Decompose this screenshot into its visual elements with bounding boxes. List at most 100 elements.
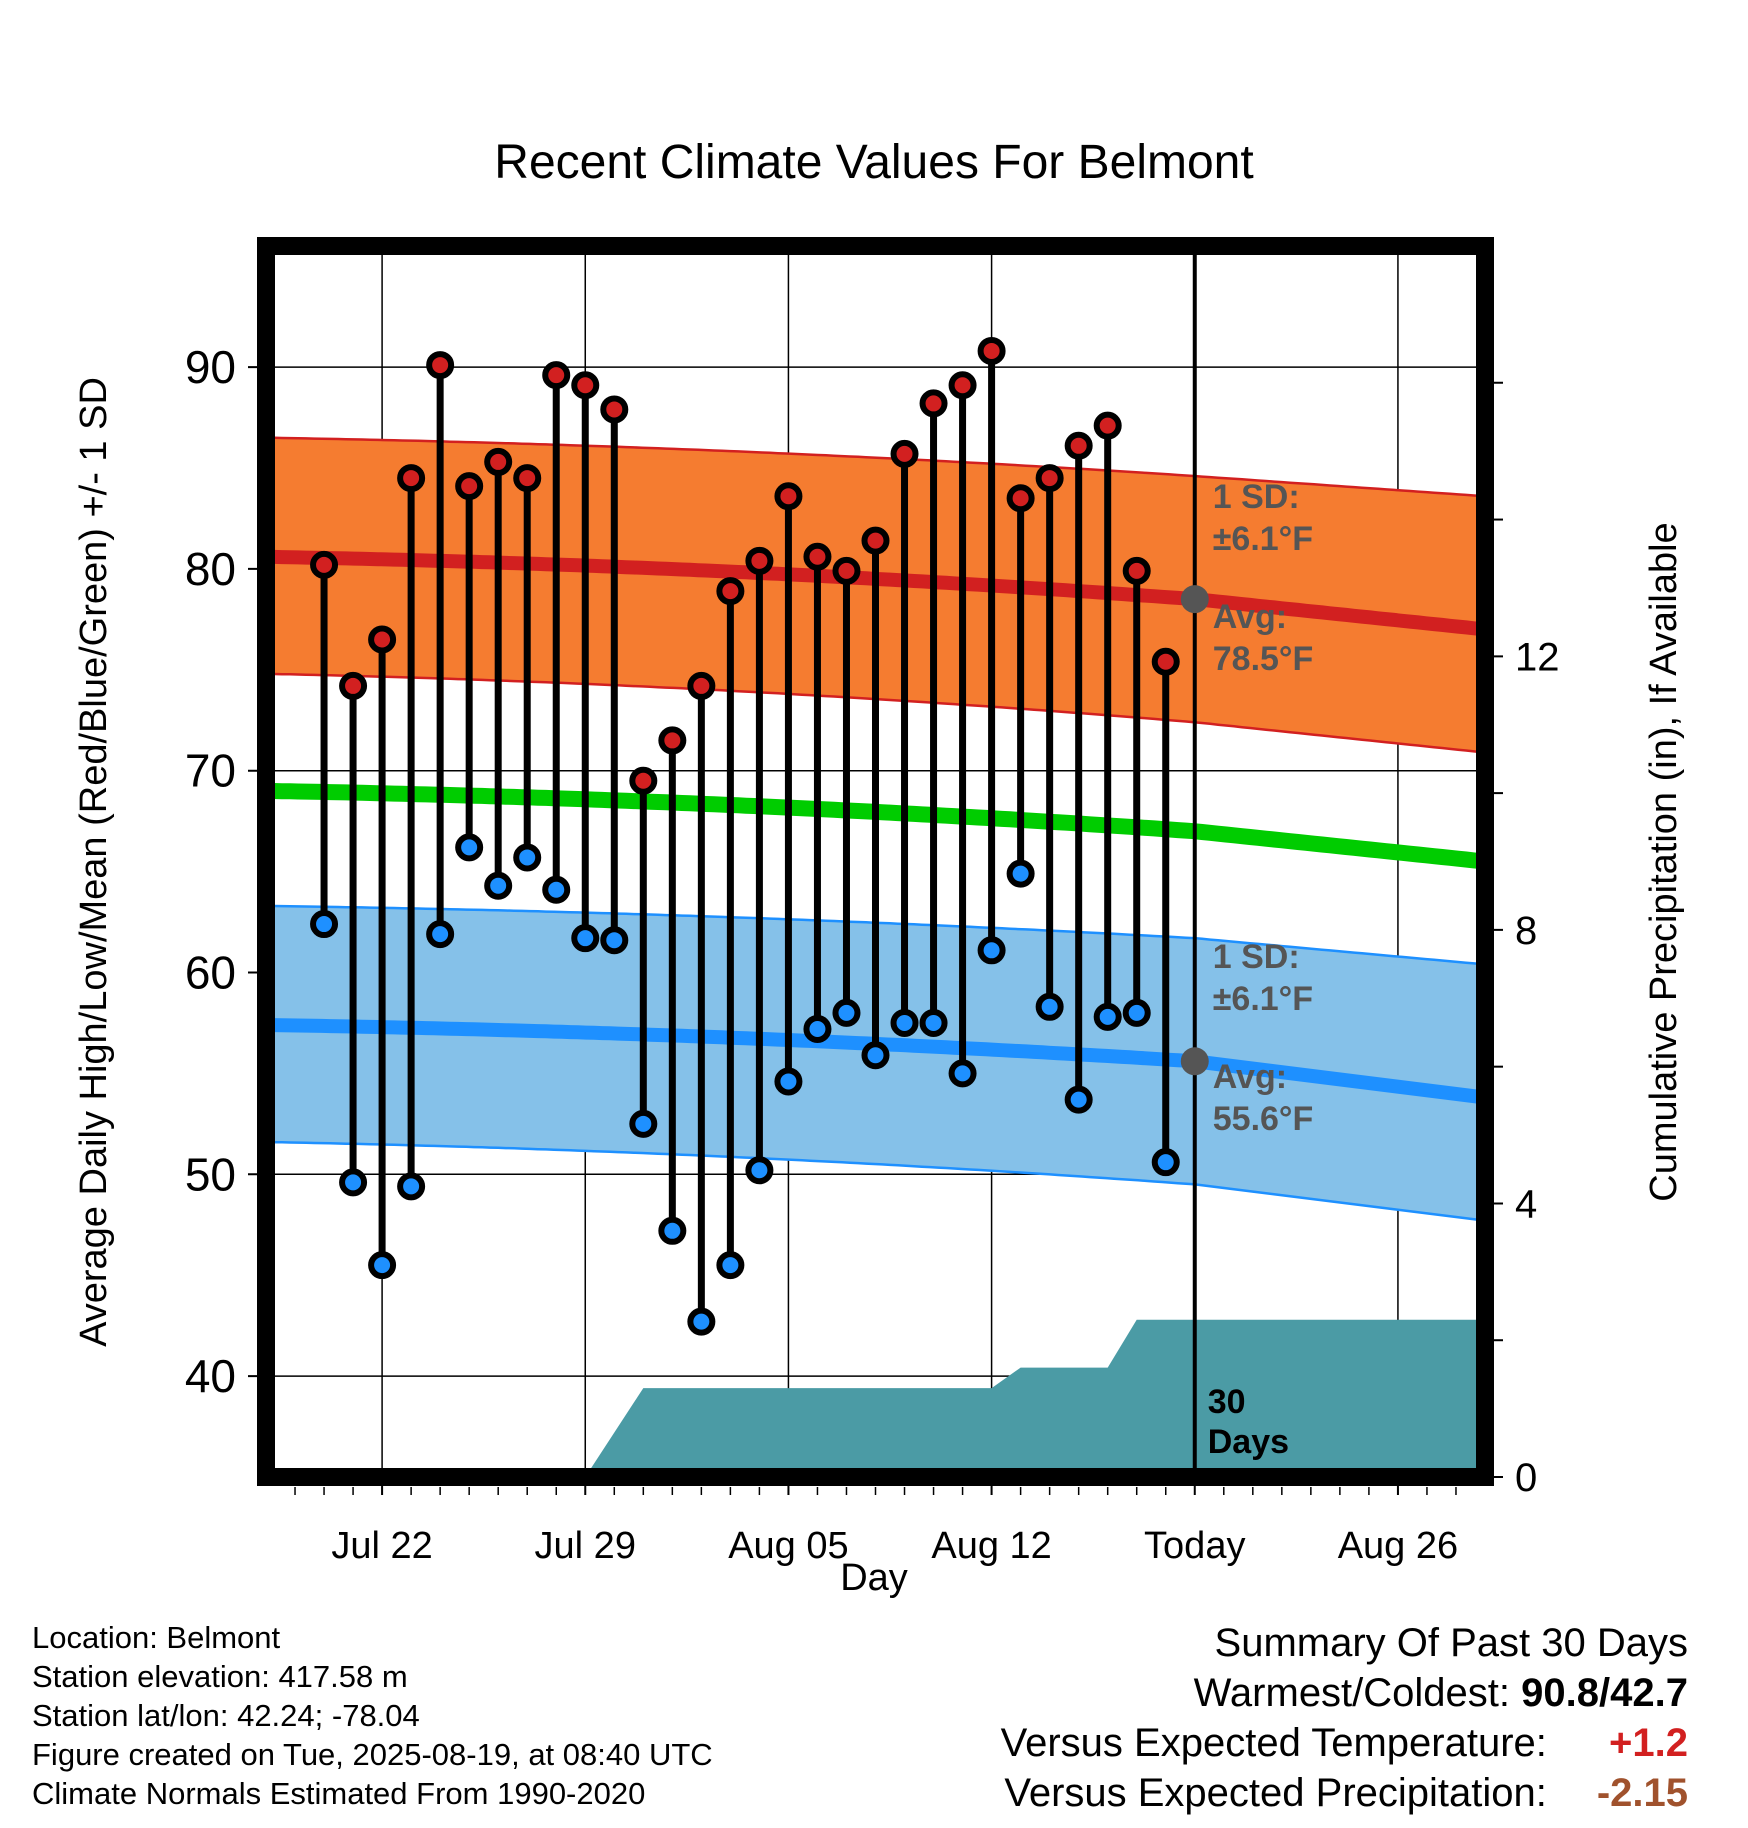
- y-left-tick-label: 70: [185, 745, 236, 797]
- low-point: [832, 998, 861, 1027]
- low-point: [455, 833, 484, 862]
- low-point: [629, 1109, 658, 1138]
- high-sd-upper-line: [265, 436, 1486, 498]
- high-point: [339, 671, 368, 700]
- window-number: 30: [1208, 1383, 1246, 1421]
- summary-temperature: Versus Expected Temperature: +1.2: [1001, 1718, 1688, 1768]
- y-left-tick-label: 50: [185, 1148, 236, 1200]
- low-point: [948, 1059, 977, 1088]
- precip-area: [585, 1319, 1485, 1477]
- low-point: [484, 871, 513, 900]
- today-high-avg-marker: [1180, 585, 1209, 614]
- elevation-text: Station elevation: 417.58 m: [32, 1659, 408, 1694]
- x-tick-label: Aug 12: [931, 1525, 1051, 1567]
- y-left-tick-label: 60: [185, 946, 236, 998]
- low-point: [919, 1008, 948, 1037]
- low-point: [1093, 1002, 1122, 1031]
- high-point: [803, 542, 832, 571]
- high-point: [1006, 484, 1035, 513]
- high-point: [542, 361, 571, 390]
- low-point: [513, 843, 542, 872]
- high-point: [629, 766, 658, 795]
- high-point: [571, 371, 600, 400]
- annotations: 1 SD: ±6.1°F Avg: 78.5°F 1 SD: ±6.1°F Avg: 55.6…: [1180, 478, 1314, 1461]
- low-avg-value: 55.6°F: [1213, 1100, 1314, 1138]
- low-point: [745, 1156, 774, 1185]
- y-left-axis-title: Average Daily High/Low/Mean (Red/Blue/Gr…: [73, 377, 115, 1347]
- summary-panel: Summary Of Past 30 Days Warmest/Coldest:…: [1001, 1618, 1688, 1818]
- low-point: [600, 926, 629, 955]
- y-right-axis-title: Cumulative Precipitation (in), If Availa…: [1643, 522, 1685, 1201]
- low-point: [571, 924, 600, 953]
- low-point: [716, 1251, 745, 1280]
- high-point: [310, 550, 339, 579]
- y-left-tick-label: 90: [185, 341, 236, 393]
- low-point: [397, 1172, 426, 1201]
- created-text: Figure created on Tue, 2025-08-19, at 08…: [32, 1737, 713, 1772]
- high-point: [455, 472, 484, 501]
- warmest-value: 90.8: [1521, 1671, 1600, 1715]
- summary-precipitation: Versus Expected Precipitation: -2.15: [1001, 1768, 1688, 1818]
- low-point: [1064, 1085, 1093, 1114]
- high-point: [774, 482, 803, 511]
- low-point: [861, 1041, 890, 1070]
- x-tick-label: Aug 26: [1338, 1525, 1458, 1567]
- low-point: [310, 910, 339, 939]
- x-tick-label: Today: [1144, 1525, 1245, 1567]
- high-sd-label: 1 SD:: [1213, 478, 1300, 516]
- x-tick-label: Jul 22: [331, 1525, 432, 1567]
- low-point: [542, 875, 571, 904]
- low-avg-label: Avg:: [1213, 1058, 1287, 1096]
- low-point: [687, 1307, 716, 1336]
- low-point: [1006, 859, 1035, 888]
- high-point: [1035, 464, 1064, 493]
- location-text: Location: Belmont: [32, 1620, 281, 1655]
- high-avg-label: Avg:: [1213, 598, 1287, 636]
- high-point: [368, 625, 397, 654]
- low-point: [339, 1168, 368, 1197]
- x-axis-title: Day: [840, 1557, 908, 1599]
- y-right-tick-label: 0: [1515, 1456, 1537, 1500]
- high-point: [397, 464, 426, 493]
- chart-title: Recent Climate Values For Belmont: [494, 136, 1253, 189]
- high-point: [1122, 556, 1151, 585]
- low-point: [774, 1067, 803, 1096]
- latlon-text: Station lat/lon: 42.24; -78.04: [32, 1698, 420, 1733]
- high-point: [600, 395, 629, 424]
- summary-warmest-coldest: Warmest/Coldest: 90.8/42.7: [1001, 1668, 1688, 1718]
- value-separator: /: [1599, 1671, 1611, 1715]
- daily-range-stems: [320, 350, 1170, 1322]
- warmest-coldest-label: Warmest/Coldest:: [1193, 1671, 1511, 1715]
- precip-value: -2.15: [1596, 1771, 1688, 1815]
- high-sd-value: ±6.1°F: [1213, 520, 1313, 558]
- low-point: [658, 1216, 687, 1245]
- low-sd-label: 1 SD:: [1213, 938, 1300, 976]
- high-point: [948, 371, 977, 400]
- plot-frame: [257, 237, 1494, 1486]
- plot-border: [257, 237, 1494, 1486]
- today-low-avg-marker: [1180, 1047, 1209, 1076]
- x-tick-label: Jul 29: [535, 1525, 636, 1567]
- high-point: [484, 447, 513, 476]
- low-point: [890, 1008, 919, 1037]
- y-left-tick-label: 80: [185, 543, 236, 595]
- high-point: [919, 389, 948, 418]
- low-point: [1151, 1148, 1180, 1177]
- coldest-value: 42.7: [1610, 1671, 1688, 1715]
- high-point: [861, 526, 890, 555]
- high-point: [890, 439, 919, 468]
- high-point: [687, 671, 716, 700]
- high-point: [513, 464, 542, 493]
- low-point: [1122, 998, 1151, 1027]
- normals-text: Climate Normals Estimated From 1990-2020: [32, 1776, 646, 1811]
- high-point: [426, 351, 455, 380]
- high-point: [977, 336, 1006, 365]
- daily-points: [310, 336, 1180, 1336]
- precip-label: Versus Expected Precipitation:: [1004, 1771, 1547, 1815]
- low-sd-lower-line: [265, 1140, 1486, 1222]
- y-left-tick-label: 40: [185, 1350, 236, 1402]
- high-point: [1093, 411, 1122, 440]
- low-point: [426, 920, 455, 949]
- precipitation-area: [585, 1319, 1485, 1477]
- high-point: [716, 577, 745, 606]
